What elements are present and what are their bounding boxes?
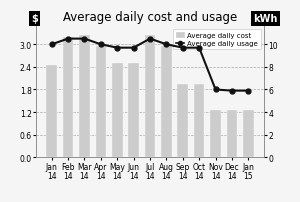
Bar: [210, 111, 221, 158]
Bar: [194, 84, 205, 158]
Bar: [226, 111, 237, 158]
Bar: [63, 38, 74, 158]
Bar: [95, 47, 106, 158]
Bar: [161, 47, 172, 158]
Bar: [128, 64, 139, 158]
Bar: [79, 36, 90, 158]
Text: kWh: kWh: [253, 14, 278, 24]
Text: $: $: [31, 14, 38, 24]
Legend: Average daily cost, Average daily usage: Average daily cost, Average daily usage: [173, 30, 260, 50]
Bar: [112, 64, 123, 158]
Bar: [243, 111, 254, 158]
Bar: [177, 84, 188, 158]
Title: Average daily cost and usage: Average daily cost and usage: [63, 11, 237, 24]
Bar: [145, 36, 155, 158]
Bar: [46, 66, 57, 158]
